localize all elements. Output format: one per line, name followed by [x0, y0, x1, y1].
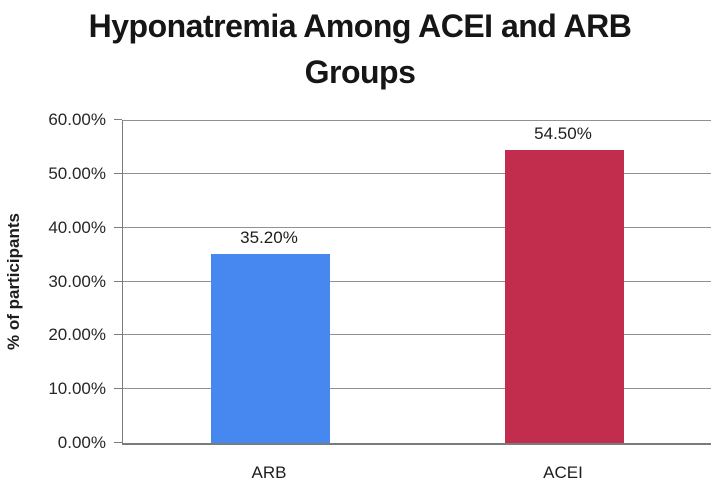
y-tick-mark — [114, 280, 122, 282]
y-tick-label: 30.00% — [48, 271, 106, 291]
x-category-label: ACEI — [543, 463, 583, 482]
gridline — [123, 120, 711, 121]
y-tick-label: 10.00% — [48, 379, 106, 399]
gridline — [123, 172, 711, 174]
plot-area — [122, 120, 711, 445]
chart-title-line-2: Groups — [304, 54, 416, 90]
bar-acei — [505, 150, 624, 443]
y-tick-mark — [114, 388, 122, 390]
bar-value-label: 35.20% — [240, 228, 298, 247]
y-tick-label: 60.00% — [48, 110, 106, 129]
y-tick-label: 0.00% — [57, 433, 106, 452]
chart-title-line-1: Hyponatremia Among ACEI and ARB — [88, 8, 632, 44]
gridline — [123, 280, 711, 282]
y-tick-mark — [114, 334, 122, 336]
y-tick-mark — [114, 226, 122, 228]
bar-value-label: 54.50% — [534, 124, 592, 143]
y-tick-label: 20.00% — [48, 325, 106, 345]
y-tick-label: 50.00% — [48, 163, 106, 183]
gridline — [123, 226, 711, 228]
bar-arb — [211, 254, 330, 443]
y-tick-label: 40.00% — [48, 217, 106, 237]
gridline — [123, 388, 711, 390]
gridline — [123, 334, 711, 336]
y-tick-mark — [114, 442, 122, 443]
y-tick-mark — [114, 172, 122, 174]
x-category-label: ARB — [251, 463, 287, 482]
chart-title: Hyponatremia Among ACEI and ARB Groups — [0, 3, 720, 95]
y-tick-mark — [114, 119, 122, 120]
